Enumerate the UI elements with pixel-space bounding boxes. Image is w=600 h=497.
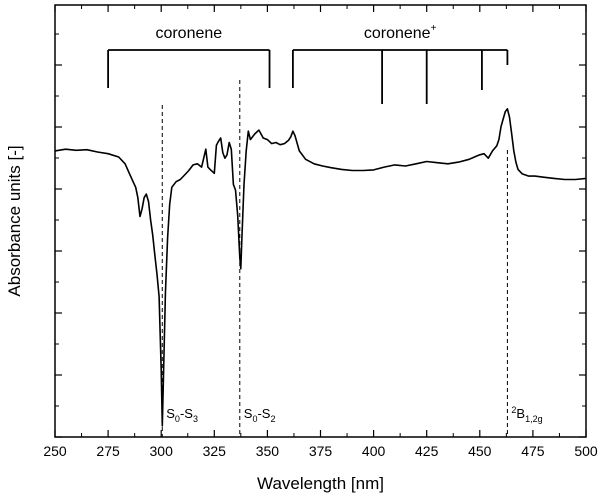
y-axis-label: Absorbance units [-] bbox=[5, 145, 24, 296]
spectrum-line bbox=[54, 108, 587, 427]
axis-ticks: 250 275 300 325 350 375 400 425 450 475 500 bbox=[43, 5, 598, 459]
plot-frame bbox=[54, 4, 587, 438]
dashed-marker-label: S0-S2 bbox=[244, 406, 276, 424]
dashed-marker-label: 2B1,2g bbox=[511, 405, 542, 424]
x-tick-label: 300 bbox=[150, 443, 174, 459]
x-tick-label: 475 bbox=[521, 443, 545, 459]
x-tick-label: 250 bbox=[43, 443, 67, 459]
x-tick-label: 350 bbox=[256, 443, 280, 459]
annotations: S0-S3 S0-S2 2B1,2g coronene coronene+ bbox=[107, 23, 543, 437]
axes-frame bbox=[54, 4, 587, 438]
series-group bbox=[54, 108, 587, 427]
x-axis-label: Wavelength [nm] bbox=[257, 474, 384, 493]
dashed-marker-label: S0-S3 bbox=[166, 406, 198, 424]
bracket-label: coronene bbox=[155, 25, 222, 42]
x-tick-label: 400 bbox=[362, 443, 386, 459]
x-tick-label: 275 bbox=[96, 443, 120, 459]
x-tick-label: 325 bbox=[203, 443, 227, 459]
x-tick-label: 425 bbox=[415, 443, 439, 459]
bracket-label: coronene+ bbox=[364, 23, 437, 42]
x-tick-label: 500 bbox=[574, 443, 598, 459]
x-tick-label: 450 bbox=[468, 443, 492, 459]
x-tick-label: 375 bbox=[309, 443, 333, 459]
